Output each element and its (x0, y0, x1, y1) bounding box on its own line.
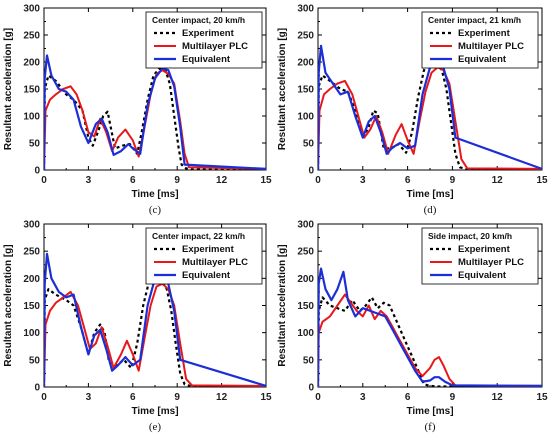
legend-title: Center impact, 21 km/h (428, 15, 521, 25)
x-tick-label: 3 (86, 175, 92, 186)
x-tick-label: 9 (450, 392, 456, 403)
legend-entry: Equivalent (182, 54, 231, 65)
y-tick-label: 250 (297, 247, 314, 258)
legend-entry: Experiment (458, 28, 511, 39)
series-line-experiment (44, 272, 266, 387)
chart-panel: 0 50 100 150 200 250 300 0 3 6 9 12 15 Time [ms] Resul… (277, 4, 548, 217)
chart-panel: 0 50 100 150 200 250 300 0 3 6 9 12 15 Time [ms] Resul… (3, 4, 272, 217)
x-tick-label: 0 (41, 392, 47, 403)
legend-entry: Multilayer PLC (182, 41, 248, 52)
y-tick-label: 0 (34, 383, 40, 394)
y-tick-label: 200 (23, 274, 40, 285)
legend-title: Side impact, 20 km/h (428, 231, 512, 241)
x-axis-label: Time [ms] (131, 406, 178, 417)
panel-label: (c) (149, 204, 162, 216)
y-tick-label: 200 (297, 274, 314, 285)
x-tick-label: 15 (536, 175, 548, 186)
y-tick-label: 300 (23, 220, 40, 231)
x-tick-label: 3 (360, 175, 366, 186)
panel-label: (d) (424, 204, 437, 216)
legend-title: Center impact, 20 km/h (152, 15, 245, 25)
y-axis-label: Resultant acceleration [g] (277, 244, 288, 366)
legend-entry: Multilayer PLC (458, 41, 524, 52)
x-tick-label: 6 (405, 392, 411, 403)
chart-panel: 0 50 100 150 200 250 300 0 3 6 9 12 15 Time [ms] Resul… (277, 220, 548, 434)
x-tick-label: 15 (260, 392, 272, 403)
panel-label: (f) (425, 421, 436, 433)
y-tick-label: 0 (34, 166, 40, 177)
x-tick-label: 12 (492, 175, 504, 186)
x-tick-label: 0 (41, 175, 47, 186)
y-tick-label: 100 (23, 328, 40, 339)
x-tick-label: 12 (492, 392, 504, 403)
y-tick-label: 250 (23, 247, 40, 258)
x-tick-label: 3 (360, 392, 366, 403)
series-line-multilayer-plc (44, 69, 266, 170)
legend-entry: Multilayer PLC (458, 257, 524, 268)
x-tick-label: 15 (260, 175, 272, 186)
x-tick-label: 0 (315, 175, 321, 186)
legend-entry: Equivalent (458, 270, 507, 281)
series-line-multilayer-plc (44, 282, 266, 387)
legend: Side impact, 20 km/h Experiment Multilayer… (421, 227, 539, 285)
y-tick-label: 50 (29, 139, 41, 150)
y-axis-label: Resultant acceleration [g] (3, 244, 14, 366)
legend-entry: Experiment (182, 244, 235, 255)
y-tick-label: 50 (29, 355, 41, 366)
x-tick-label: 3 (86, 392, 92, 403)
y-tick-label: 150 (297, 301, 314, 312)
y-tick-label: 200 (23, 58, 40, 69)
y-tick-label: 0 (308, 383, 314, 394)
series-line-multilayer-plc (318, 293, 542, 387)
y-tick-label: 250 (23, 31, 40, 42)
x-tick-label: 12 (216, 175, 228, 186)
x-tick-label: 9 (174, 175, 180, 186)
legend: Center impact, 20 km/h Experiment Multilay… (145, 11, 263, 69)
legend: Center impact, 21 km/h Experiment Multilay… (421, 11, 539, 69)
y-tick-label: 300 (297, 4, 314, 15)
y-tick-label: 150 (297, 85, 314, 96)
x-axis-label: Time [ms] (131, 189, 178, 200)
y-tick-label: 100 (297, 112, 314, 123)
y-tick-label: 150 (23, 85, 40, 96)
y-tick-label: 100 (297, 328, 314, 339)
x-axis-label: Time [ms] (406, 189, 453, 200)
x-tick-label: 6 (130, 175, 136, 186)
y-tick-label: 50 (303, 355, 315, 366)
series-line-equivalent (318, 267, 542, 387)
legend-entry: Multilayer PLC (182, 257, 248, 268)
legend-entry: Experiment (182, 28, 235, 39)
y-tick-label: 100 (23, 112, 40, 123)
y-tick-label: 50 (303, 139, 315, 150)
series-line-equivalent (44, 54, 266, 170)
series-line-experiment (44, 67, 266, 170)
legend: Center impact, 22 km/h Experiment Multilay… (145, 227, 263, 285)
x-tick-label: 15 (536, 392, 548, 403)
y-tick-label: 150 (23, 301, 40, 312)
x-tick-label: 6 (405, 175, 411, 186)
y-tick-label: 300 (297, 220, 314, 231)
y-axis-label: Resultant acceleration [g] (277, 28, 288, 150)
y-tick-label: 0 (308, 166, 314, 177)
x-tick-label: 12 (216, 392, 228, 403)
y-tick-label: 300 (23, 4, 40, 15)
x-tick-label: 6 (130, 392, 136, 403)
x-tick-label: 9 (450, 175, 456, 186)
chart-panel: 0 50 100 150 200 250 300 0 3 6 9 12 15 Time [ms] Resul… (3, 220, 272, 434)
series-group (318, 267, 542, 387)
y-axis-label: Resultant acceleration [g] (3, 28, 14, 150)
panel-label: (e) (149, 421, 162, 433)
x-axis-label: Time [ms] (406, 406, 453, 417)
x-tick-label: 9 (174, 392, 180, 403)
legend-title: Center impact, 22 km/h (152, 231, 245, 241)
legend-entry: Equivalent (458, 54, 507, 65)
legend-entry: Equivalent (182, 270, 231, 281)
x-tick-label: 0 (315, 392, 321, 403)
legend-entry: Experiment (458, 244, 511, 255)
y-tick-label: 250 (297, 31, 314, 42)
y-tick-label: 200 (297, 58, 314, 69)
series-line-multilayer-plc (318, 66, 542, 170)
series-group (44, 54, 266, 170)
